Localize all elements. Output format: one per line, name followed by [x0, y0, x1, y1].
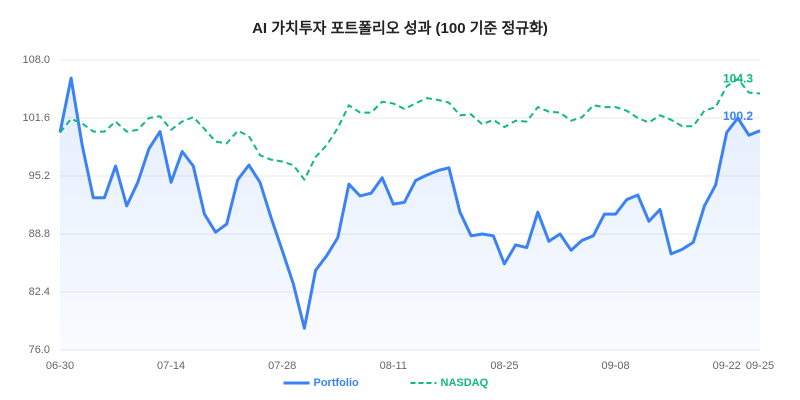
- legend-label: NASDAQ: [441, 377, 489, 389]
- line-series: [59, 78, 761, 181]
- y-tick-label: 76.0: [29, 344, 50, 356]
- legend-label: Portfolio: [314, 377, 359, 389]
- y-tick-label: 101.6: [22, 112, 50, 124]
- x-tick-label: 06-30: [46, 360, 74, 372]
- x-tick-label: 09-22: [713, 360, 741, 372]
- x-tick-label: 09-08: [601, 360, 629, 372]
- y-tick-label: 95.2: [29, 170, 50, 182]
- line-series: [58, 76, 761, 330]
- x-tick-label: 07-28: [268, 360, 296, 372]
- data-label: 104.3: [723, 72, 753, 86]
- y-tick-label: 82.4: [29, 286, 50, 298]
- x-tick-label: 07-14: [157, 360, 185, 372]
- chart-title: AI 가치투자 포트폴리오 성과 (100 기준 정규화): [252, 19, 548, 37]
- x-tick-label: 09-25: [746, 360, 774, 372]
- y-tick-label: 108.0: [22, 54, 50, 66]
- area: [60, 78, 760, 350]
- x-tick-label: 08-11: [380, 360, 407, 372]
- data-label: 100.2: [723, 109, 753, 123]
- y-tick-label: 88.8: [29, 228, 50, 240]
- x-tick-label: 08-25: [490, 360, 518, 372]
